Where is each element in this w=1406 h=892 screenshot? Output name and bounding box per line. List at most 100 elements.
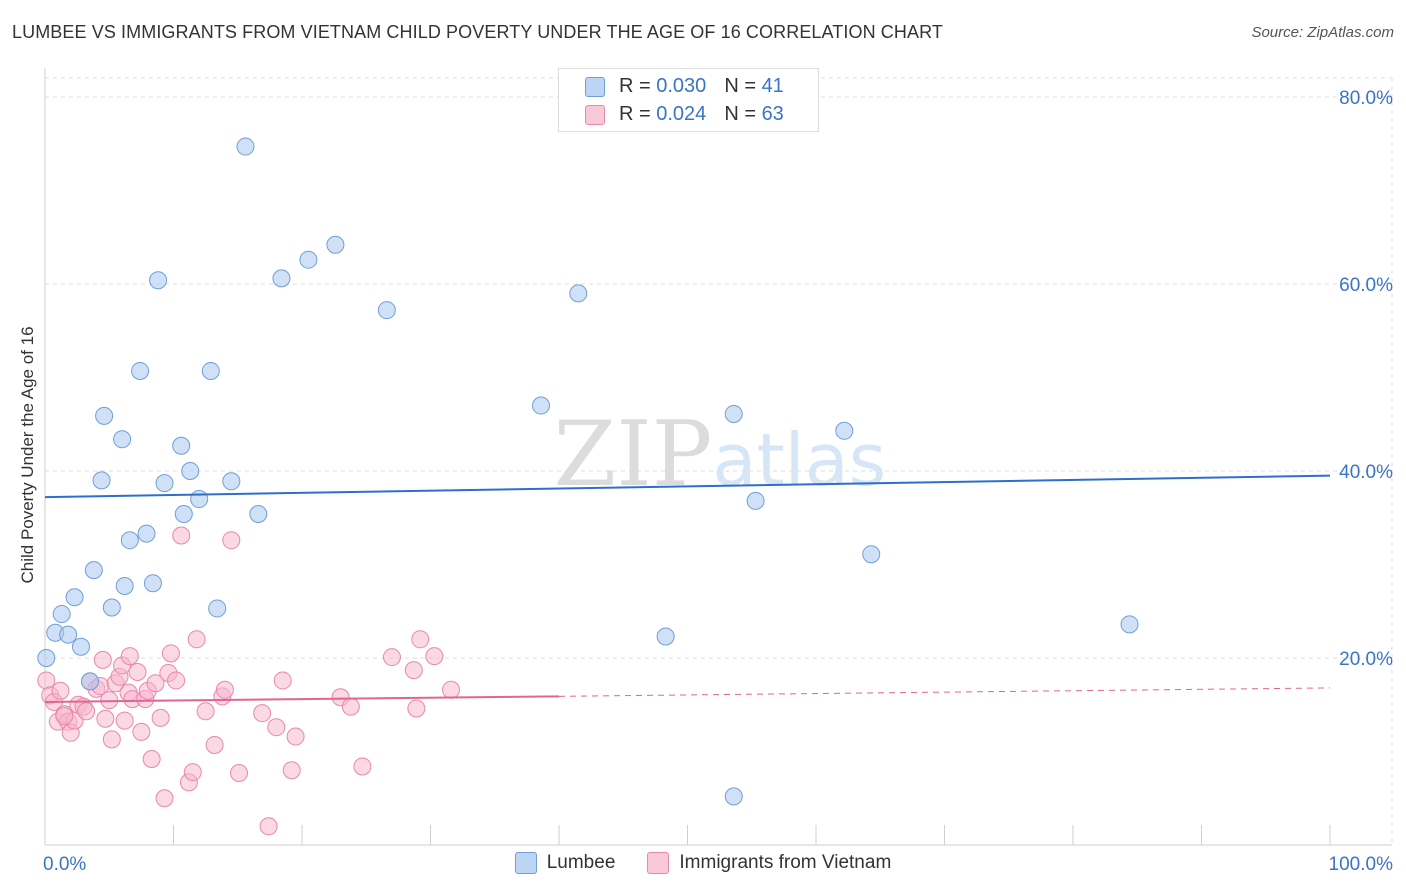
vietnam-point bbox=[222, 531, 241, 550]
stats-legend: R = 0.030 N = 41 R = 0.024 N = 63 bbox=[558, 68, 819, 132]
lumbee-point bbox=[208, 599, 227, 618]
vietnam-point bbox=[267, 718, 286, 737]
vietnam-point bbox=[161, 644, 180, 663]
lumbee-point bbox=[181, 462, 200, 480]
legend-vietnam-label: Immigrants from Vietnam bbox=[679, 852, 892, 873]
axes bbox=[44, 68, 1392, 846]
legend-item-vietnam: Immigrants from Vietnam bbox=[647, 852, 891, 874]
vietnam-point bbox=[96, 709, 115, 728]
watermark: ZIPatlas bbox=[554, 402, 887, 507]
vietnam-point bbox=[253, 704, 272, 723]
vietnam-point bbox=[205, 735, 224, 754]
lumbee-point bbox=[532, 396, 551, 415]
vietnam-trend-line bbox=[44, 695, 560, 703]
vietnam-point bbox=[128, 663, 147, 682]
vietnam-point bbox=[404, 661, 423, 680]
vietnam-point bbox=[146, 674, 165, 693]
lumbee-point bbox=[84, 561, 103, 580]
y-tick-label: 60.0% bbox=[1339, 275, 1393, 296]
lumbee-point bbox=[172, 436, 191, 455]
vietnam-point bbox=[183, 763, 202, 782]
legend-row-lumbee: R = 0.030 N = 41 bbox=[585, 75, 784, 98]
lumbee-point bbox=[299, 250, 318, 269]
vietnam-point bbox=[382, 648, 401, 667]
lumbee-point bbox=[377, 301, 396, 320]
vietnam-point bbox=[282, 761, 301, 780]
vietnam-point bbox=[273, 671, 292, 690]
vietnam-point bbox=[341, 697, 360, 716]
vietnam-trend-line-dashed bbox=[558, 687, 1331, 697]
tick-labels: 20.0% 40.0% 60.0% 80.0% 0.0% 100.0% bbox=[43, 88, 1393, 875]
lumbee-point bbox=[102, 598, 121, 617]
vietnam-point bbox=[215, 680, 234, 699]
vietnam-point bbox=[407, 699, 426, 718]
lumbee-point bbox=[174, 505, 193, 524]
vietnam-point bbox=[142, 749, 161, 768]
lumbee-point bbox=[92, 471, 111, 490]
legend-n-label: N = bbox=[724, 75, 756, 97]
y-tick-label: 40.0% bbox=[1339, 462, 1393, 483]
lumbee-point bbox=[71, 637, 90, 656]
lumbee-point bbox=[155, 474, 174, 493]
lumbee-point bbox=[190, 490, 209, 509]
vietnam-swatch bbox=[585, 104, 605, 125]
vietnam-point bbox=[55, 706, 74, 725]
lumbee-point bbox=[835, 421, 854, 440]
lumbee-swatch bbox=[585, 76, 605, 97]
vietnam-point bbox=[167, 671, 186, 690]
vietnam-point bbox=[51, 681, 70, 700]
vietnam-point bbox=[442, 680, 461, 699]
lumbee-point bbox=[37, 649, 56, 667]
vietnam-point bbox=[259, 817, 278, 836]
legend-r-value: 0.024 bbox=[656, 103, 707, 125]
legend-r-value: 0.030 bbox=[656, 75, 707, 97]
x-tick-label: 100.0% bbox=[1329, 854, 1394, 875]
series-lumbee-points bbox=[37, 137, 1139, 806]
vietnam-point bbox=[230, 764, 249, 783]
lumbee-point bbox=[656, 627, 675, 646]
legend-row-vietnam: R = 0.024 N = 63 bbox=[585, 103, 784, 126]
legend-item-lumbee: Lumbee bbox=[514, 852, 616, 874]
vietnam-point bbox=[102, 730, 121, 749]
vietnam-point bbox=[172, 526, 191, 545]
vietnam-point bbox=[187, 630, 206, 649]
lumbee-legend-swatch bbox=[514, 852, 537, 874]
lumbee-point bbox=[65, 588, 84, 607]
legend-n-label: N = bbox=[724, 103, 756, 125]
y-tick-label: 80.0% bbox=[1339, 88, 1393, 109]
lumbee-point bbox=[143, 574, 162, 593]
legend-r-label: R = bbox=[619, 75, 651, 97]
vietnam-point bbox=[37, 671, 56, 690]
series-legend: Lumbee Immigrants from Vietnam bbox=[0, 852, 1406, 874]
trend-lines bbox=[44, 474, 1331, 703]
legend-lumbee-label: Lumbee bbox=[546, 852, 616, 873]
vietnam-point bbox=[151, 708, 170, 727]
y-tick-label: 20.0% bbox=[1339, 649, 1393, 670]
lumbee-point bbox=[862, 545, 881, 564]
vietnam-point bbox=[93, 650, 112, 669]
lumbee-point bbox=[149, 271, 168, 290]
lumbee-point bbox=[1120, 615, 1139, 634]
lumbee-point bbox=[95, 406, 114, 425]
lumbee-point bbox=[222, 472, 241, 491]
lumbee-point bbox=[236, 137, 255, 156]
legend-n-value: 63 bbox=[761, 103, 784, 125]
lumbee-point bbox=[131, 361, 150, 380]
vietnam-legend-swatch bbox=[647, 852, 670, 874]
vietnam-point bbox=[132, 722, 151, 741]
vietnam-point bbox=[77, 702, 96, 721]
lumbee-point bbox=[80, 672, 99, 691]
vietnam-point bbox=[353, 757, 372, 776]
lumbee-point bbox=[115, 577, 134, 596]
chart-title: LUMBEE VS IMMIGRANTS FROM VIETNAM CHILD … bbox=[12, 22, 943, 42]
lumbee-point bbox=[724, 404, 743, 423]
vietnam-point bbox=[196, 702, 215, 721]
legend-n-value: 41 bbox=[761, 75, 784, 97]
lumbee-point bbox=[249, 505, 268, 524]
lumbee-point bbox=[113, 430, 132, 449]
lumbee-point bbox=[59, 625, 78, 644]
lumbee-point bbox=[569, 284, 588, 303]
vietnam-point bbox=[286, 727, 305, 746]
x-tick-label: 0.0% bbox=[43, 854, 86, 875]
lumbee-trend-line bbox=[44, 474, 1331, 499]
